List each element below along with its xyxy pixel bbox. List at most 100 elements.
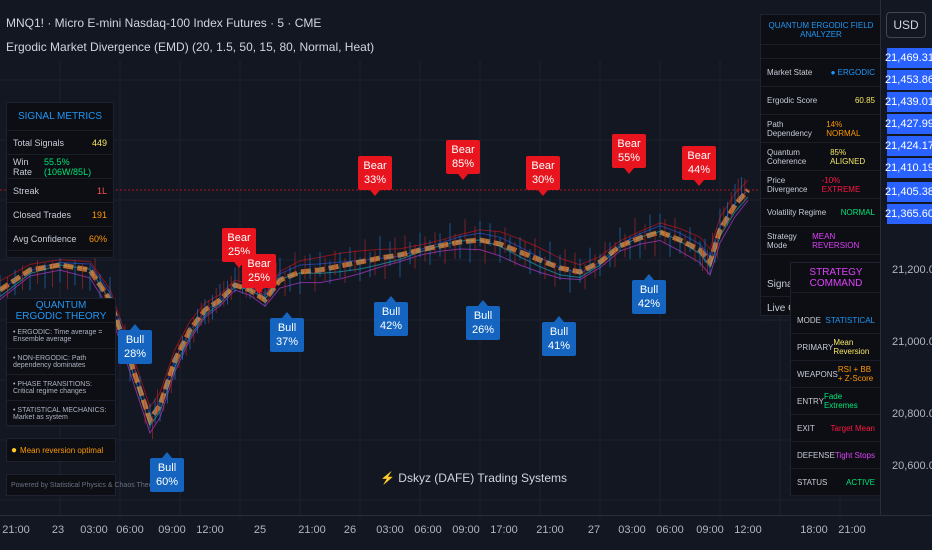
signal-confidence: 42% xyxy=(379,320,403,332)
currency-button[interactable]: USD xyxy=(886,12,926,38)
metric-value: Mean Reversion xyxy=(833,338,870,356)
metric-label: Closed Trades xyxy=(13,209,72,220)
signal-confidence: 42% xyxy=(637,298,661,310)
watermark-text: Dskyz (DAFE) Trading Systems xyxy=(398,471,567,485)
bear-signal[interactable]: Bear 55% xyxy=(612,134,646,174)
time-label: 25 xyxy=(253,524,267,536)
signal-type: Bear xyxy=(531,160,555,172)
metric-row: DEFENSE Tight Stops xyxy=(791,442,881,469)
time-label: 06:00 xyxy=(116,524,144,536)
signal-confidence: 28% xyxy=(123,348,147,360)
metric-label: EXIT xyxy=(797,423,815,433)
metric-value: 85% ALIGNED xyxy=(830,147,866,166)
strategy-panel: STRATEGY COMMAND MODE STATISTICAL PRIMARY M… xyxy=(790,262,882,496)
price-label: 21,410.19 xyxy=(885,158,932,178)
metric-row: Quantum Coherence 85% ALIGNED xyxy=(761,143,881,171)
time-label: 03:00 xyxy=(618,524,646,536)
powered-by-text: Powered by Statistical Physics & Chaos T… xyxy=(11,481,159,489)
metric-value: Target Mean xyxy=(830,423,875,433)
metric-label: ENTRY xyxy=(797,396,824,406)
theory-line: • ERGODIC: Time average = Ensemble avera… xyxy=(7,323,115,349)
signal-type: Bear xyxy=(363,160,387,172)
metric-value: NORMAL xyxy=(840,208,875,217)
metric-row: Path Dependency 14% NORMAL xyxy=(761,115,881,143)
price-label: 21,453.86 xyxy=(885,70,932,90)
symbol-title[interactable]: MNQ1! · Micro E-mini Nasdaq-100 Index Fu… xyxy=(6,16,322,30)
metric-value: ● ERGODIC xyxy=(830,68,875,77)
bear-signal[interactable]: Bear 25% xyxy=(242,254,276,294)
bull-signal[interactable]: Bull 37% xyxy=(270,312,304,352)
signal-confidence: 26% xyxy=(471,324,495,336)
signal-type: Bear xyxy=(687,150,711,162)
time-label: 23 xyxy=(51,524,65,536)
time-label: 21:00 xyxy=(838,524,866,536)
metric-row: STATUS ACTIVE xyxy=(791,469,881,496)
bull-signal[interactable]: Bull 42% xyxy=(374,296,408,336)
metric-label: PRIMARY xyxy=(797,342,834,352)
time-label: 09:00 xyxy=(158,524,186,536)
metric-value: Fade Extremes xyxy=(823,392,858,410)
signal-metrics-title: SIGNAL METRICS xyxy=(7,103,113,131)
live-confidence-label: Live Conf xyxy=(767,303,810,314)
time-label: 17:00 xyxy=(490,524,518,536)
time-label: 03:00 xyxy=(376,524,404,536)
metric-label: STATUS xyxy=(797,477,828,487)
bear-signal[interactable]: Bear 33% xyxy=(358,156,392,196)
signal-type: Bull xyxy=(549,326,569,338)
metric-value: 191 xyxy=(91,209,107,220)
metric-value: -10% EXTREME xyxy=(821,175,861,194)
bull-signal[interactable]: Bull 60% xyxy=(150,452,184,492)
metric-label: MODE xyxy=(797,315,821,325)
time-label: 03:00 xyxy=(80,524,108,536)
bear-signal[interactable]: Bear 85% xyxy=(446,140,480,180)
theory-title: QUANTUM ERGODIC THEORY xyxy=(7,299,115,323)
bull-signal[interactable]: Bull 26% xyxy=(466,300,500,340)
theory-line: • PHASE TRANSITIONS: Critical regime cha… xyxy=(7,375,115,401)
signal-confidence: 44% xyxy=(687,164,711,176)
metric-row: MODE STATISTICAL xyxy=(791,307,881,334)
metric-row: PRIMARY Mean Reversion xyxy=(791,334,881,361)
time-axis[interactable] xyxy=(0,515,932,550)
signal-type: Bear xyxy=(617,138,641,150)
signal-type: Bull xyxy=(381,306,401,318)
price-label: 21,427.99 xyxy=(885,114,932,134)
time-label: 06:00 xyxy=(414,524,442,536)
bear-signal[interactable]: Bear 30% xyxy=(526,156,560,196)
indicator-title[interactable]: Ergodic Market Divergence (EMD) (20, 1.5… xyxy=(6,40,375,54)
bull-signal[interactable]: Bull 28% xyxy=(118,324,152,364)
tip-text: Mean reversion optimal xyxy=(20,445,104,455)
metric-row: Price Divergence -10% EXTREME xyxy=(761,171,881,199)
metric-value: 14% NORMAL xyxy=(826,119,861,138)
metric-value: 60% xyxy=(88,233,107,244)
bull-signal[interactable]: Bull 41% xyxy=(542,316,576,356)
time-label: 21:00 xyxy=(536,524,564,536)
metric-label: Quantum Coherence xyxy=(767,147,807,166)
metric-label: Ergodic Score xyxy=(767,96,818,105)
price-label: 21,424.17 xyxy=(885,136,932,156)
price-label: 21,365.60 xyxy=(885,204,932,224)
time-label: 27 xyxy=(587,524,601,536)
metric-label: Strategy Mode xyxy=(767,231,797,250)
metric-row: EXIT Target Mean xyxy=(791,415,881,442)
metric-label: WEAPONS xyxy=(797,369,838,379)
bear-signal[interactable]: Bear 44% xyxy=(682,146,716,186)
metric-row: ENTRY Fade Extremes xyxy=(791,388,881,415)
metric-value: ACTIVE xyxy=(846,477,875,487)
signal-type: Bull xyxy=(473,310,493,322)
signal-type: Bull xyxy=(125,334,145,346)
signal-confidence: 33% xyxy=(363,174,387,186)
metric-value: 60.85 xyxy=(854,96,875,105)
price-label: 21,469.31 xyxy=(885,48,932,68)
signal-type: Bull xyxy=(639,284,659,296)
metric-label: Win Rate xyxy=(13,156,33,177)
time-label: 09:00 xyxy=(696,524,724,536)
signal-metrics-panel: SIGNAL METRICS Total Signals 449 Win Rate 5… xyxy=(6,102,114,258)
bull-signal[interactable]: Bull 42% xyxy=(632,274,666,314)
signal-confidence: 37% xyxy=(275,336,299,348)
metric-row: Volatility Regime NORMAL xyxy=(761,199,881,227)
theory-line: • NON-ERGODIC: Path dependency dominates xyxy=(7,349,115,375)
metric-value: MEAN REVERSION xyxy=(812,231,860,250)
price-tick: 21,200.00 xyxy=(892,264,932,276)
metric-label: Streak xyxy=(13,185,40,196)
analyzer-title: QUANTUM ERGODIC FIELD ANALYZER xyxy=(761,15,881,45)
